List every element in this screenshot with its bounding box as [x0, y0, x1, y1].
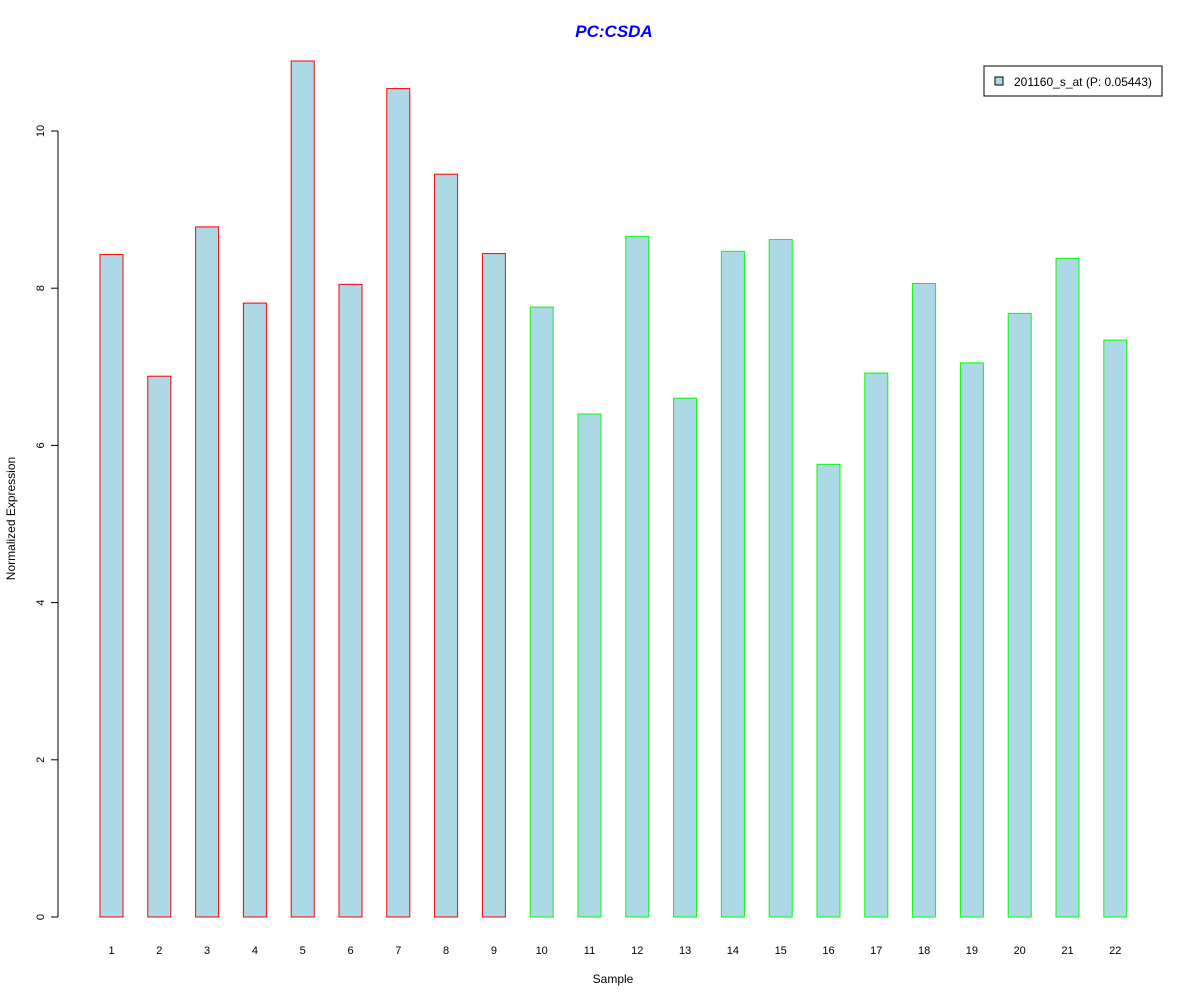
- bar-sample-15: [768, 239, 793, 918]
- x-tick-label: 15: [775, 945, 787, 957]
- x-tick-label: 9: [491, 945, 497, 957]
- y-tick-label: 6: [35, 442, 47, 448]
- bar-sample-14: [720, 250, 745, 918]
- bar-sample-3: [195, 226, 220, 918]
- x-tick-label: 6: [347, 945, 353, 957]
- y-tick-label: 0: [35, 914, 47, 920]
- x-tick-label: 17: [870, 945, 882, 957]
- x-tick-label: 1: [108, 945, 114, 957]
- x-tick-label: 2: [156, 945, 162, 957]
- x-tick-label: 18: [918, 945, 930, 957]
- legend: 201160_s_at (P: 0.05443): [983, 65, 1163, 97]
- chart-title: PC:CSDA: [575, 22, 652, 41]
- bar-sample-7: [386, 88, 411, 918]
- legend-swatch: [994, 76, 1004, 86]
- y-axis-label: Normalized Expression: [4, 457, 18, 580]
- bar-sample-16: [816, 463, 841, 918]
- bar-sample-20: [1007, 312, 1032, 918]
- x-tick-label: 16: [822, 945, 834, 957]
- bar-sample-18: [912, 283, 937, 918]
- bar-sample-6: [338, 283, 363, 918]
- legend-box: [983, 65, 1163, 97]
- legend-label: 201160_s_at (P: 0.05443): [1014, 75, 1152, 89]
- y-tick-label: 2: [35, 757, 47, 763]
- bars-group: [99, 60, 1128, 918]
- x-axis-label: Sample: [593, 972, 634, 986]
- x-tick-labels: 1 2 3 4 5 6 7 8 9 10 11 12 13 14 15 16 17 18 19 20 21 22: [108, 945, 1121, 957]
- x-tick-label: 11: [584, 945, 595, 957]
- bar-sample-11: [577, 413, 602, 918]
- y-tick-label: 10: [35, 125, 47, 137]
- bar-sample-8: [434, 173, 459, 918]
- x-tick-label: 10: [536, 945, 548, 957]
- x-tick-label: 5: [300, 945, 306, 957]
- bar-sample-5: [290, 60, 315, 918]
- y-tick-label: 8: [35, 285, 47, 291]
- bar-sample-1: [99, 253, 124, 918]
- x-tick-label: 8: [443, 945, 449, 957]
- bar-sample-10: [529, 306, 554, 918]
- bar-sample-2: [147, 375, 172, 918]
- x-tick-label: 19: [966, 945, 978, 957]
- x-tick-label: 7: [395, 945, 401, 957]
- bar-sample-13: [673, 397, 698, 918]
- bar-sample-19: [959, 362, 984, 918]
- x-tick-label: 13: [679, 945, 691, 957]
- x-tick-label: 20: [1014, 945, 1026, 957]
- x-tick-label: 22: [1109, 945, 1121, 957]
- bar-sample-4: [242, 302, 267, 918]
- bar-sample-21: [1055, 257, 1080, 918]
- y-axis: 0 2 4 6 8 10: [35, 125, 59, 920]
- x-tick-label: 14: [727, 945, 739, 957]
- x-tick-label: 12: [631, 945, 643, 957]
- bar-sample-17: [864, 372, 889, 918]
- x-tick-label: 3: [204, 945, 210, 957]
- bar-sample-9: [481, 253, 506, 918]
- bar-sample-12: [625, 235, 650, 918]
- x-tick-label: 21: [1061, 945, 1073, 957]
- y-tick-label: 4: [35, 600, 47, 606]
- bar-sample-22: [1103, 339, 1128, 918]
- x-tick-label: 4: [252, 945, 258, 957]
